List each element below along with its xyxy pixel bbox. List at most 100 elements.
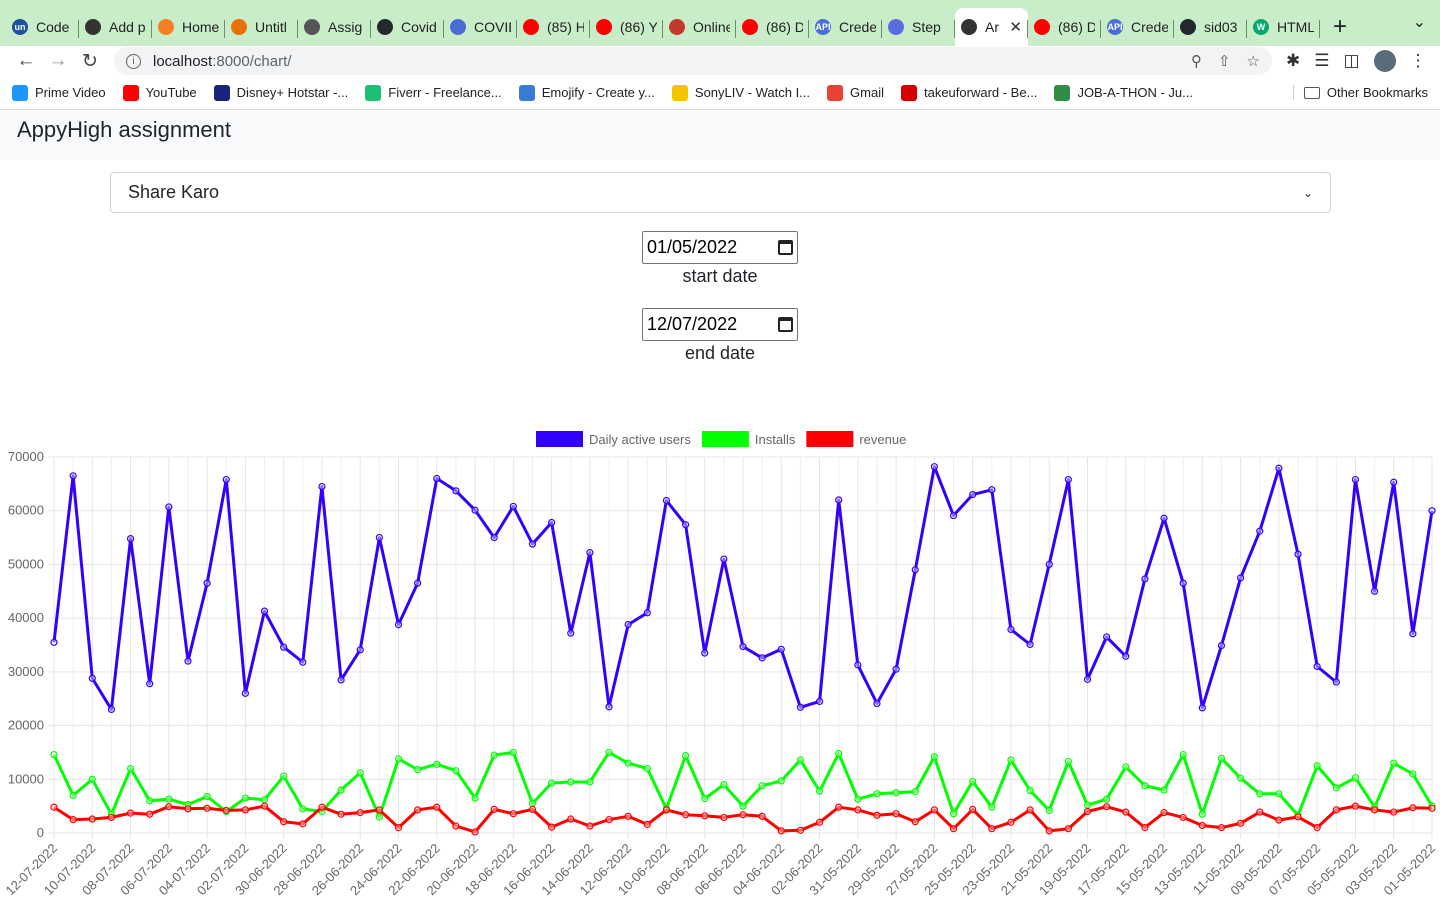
bookmark-favicon-icon xyxy=(365,84,382,101)
menu-icon[interactable]: ⋮ xyxy=(1409,51,1427,70)
zoom-icon[interactable]: ⚲ xyxy=(1190,53,1202,70)
data-point xyxy=(758,654,766,662)
back-icon[interactable]: ← xyxy=(16,50,36,71)
bookmark-favicon-icon xyxy=(213,84,230,101)
side-panel-icon[interactable]: ◫ xyxy=(1343,51,1360,70)
data-point xyxy=(1007,818,1015,826)
data-point xyxy=(1237,574,1245,582)
data-point xyxy=(777,827,785,835)
other-bookmarks[interactable]: Other Bookmarks xyxy=(1292,85,1428,100)
data-point xyxy=(318,803,326,811)
data-point xyxy=(1409,804,1417,812)
tab-11[interactable]: API Crede xyxy=(809,8,882,46)
data-point xyxy=(1256,527,1264,535)
tab-10[interactable]: (86) D xyxy=(736,8,809,46)
bookmark-4[interactable]: Emojify - Create y... xyxy=(518,84,655,101)
app-select[interactable]: Share Karo ⌄ xyxy=(110,172,1331,213)
tab-7[interactable]: (85) H xyxy=(517,8,590,46)
profile-avatar[interactable] xyxy=(1373,50,1396,72)
y-tick-label: 30000 xyxy=(8,664,44,679)
tab-title: Crede xyxy=(1131,19,1168,35)
tab-8[interactable]: (86) Y xyxy=(590,8,663,46)
tab-title: (85) H xyxy=(547,19,584,35)
data-point xyxy=(1313,762,1321,770)
tab-favicon-icon xyxy=(888,19,904,35)
tab-6[interactable]: COVIE xyxy=(444,8,517,46)
data-point xyxy=(337,810,345,818)
tab-3[interactable]: Untitl xyxy=(225,8,298,46)
tab-16[interactable]: sid03 xyxy=(1174,8,1247,46)
tab-2[interactable]: Home xyxy=(152,8,225,46)
new-tab-button[interactable]: + xyxy=(1332,13,1347,40)
data-point xyxy=(490,805,498,813)
url-host: localhost xyxy=(153,52,213,70)
data-point xyxy=(1351,475,1360,484)
start-date-input[interactable]: 01/05/2022 xyxy=(642,231,798,264)
data-point xyxy=(1045,827,1053,835)
data-point xyxy=(1198,810,1206,818)
bookmark-7[interactable]: takeuforward - Be... xyxy=(900,84,1037,101)
data-point xyxy=(758,782,766,790)
tab-title: Untitl xyxy=(255,19,287,35)
extensions-icon[interactable]: ✱ xyxy=(1286,51,1301,70)
data-point xyxy=(1083,801,1092,809)
bookmark-6[interactable]: Gmail xyxy=(827,84,884,101)
bookmark-star-icon[interactable]: ☆ xyxy=(1246,53,1260,70)
tab-9[interactable]: Online xyxy=(663,8,736,46)
tab-13[interactable]: Ar ✕ xyxy=(955,8,1028,46)
data-point xyxy=(375,813,383,821)
tab-favicon-icon xyxy=(231,19,247,35)
data-point xyxy=(949,810,958,818)
legend-label: Daily active users xyxy=(589,432,691,447)
data-point xyxy=(1179,813,1187,822)
tab-4[interactable]: Assig xyxy=(298,8,371,46)
data-point xyxy=(1332,806,1340,814)
bookmark-3[interactable]: Fiverr - Freelance... xyxy=(365,84,502,101)
data-point xyxy=(586,778,594,786)
tab-title: Home xyxy=(182,19,219,35)
tab-0[interactable]: un Code xyxy=(6,8,79,46)
tab-12[interactable]: Step xyxy=(882,8,955,46)
tab-title: sid03 xyxy=(1204,19,1238,35)
data-point xyxy=(1409,630,1417,638)
close-tab-icon[interactable]: ✕ xyxy=(1009,19,1022,36)
data-point xyxy=(567,629,575,637)
data-point xyxy=(184,805,192,813)
bookmark-0[interactable]: Prime Video xyxy=(12,84,106,101)
bookmark-favicon-icon xyxy=(518,84,535,101)
media-icon[interactable]: ☰ xyxy=(1314,51,1330,70)
data-point xyxy=(126,535,135,543)
address-bar[interactable]: i localhost:8000/chart/ ⚲ ⇧ ☆ xyxy=(114,47,1272,75)
data-point xyxy=(88,674,96,682)
data-point xyxy=(1351,774,1360,782)
tab-17[interactable]: W HTML xyxy=(1247,8,1320,46)
bookmark-2[interactable]: Disney+ Hotstar -... xyxy=(213,84,348,101)
data-point xyxy=(452,822,460,830)
data-point xyxy=(796,703,805,711)
data-point xyxy=(241,689,249,697)
tab-14[interactable]: (86) D xyxy=(1028,8,1101,46)
site-info-icon[interactable]: i xyxy=(126,53,141,69)
tab-favicon-icon xyxy=(742,19,758,35)
data-point xyxy=(203,792,211,801)
forward-icon[interactable]: → xyxy=(48,50,68,71)
tab-title: Step xyxy=(912,19,941,35)
share-icon[interactable]: ⇧ xyxy=(1217,53,1231,70)
reload-icon[interactable]: ↻ xyxy=(82,50,98,72)
data-point xyxy=(969,491,977,499)
data-point xyxy=(1313,824,1321,832)
tab-favicon-icon: un xyxy=(12,19,28,35)
calendar-icon[interactable] xyxy=(778,240,793,255)
tab-1[interactable]: Add p xyxy=(79,8,152,46)
bookmark-8[interactable]: JOB-A-THON - Ju... xyxy=(1054,84,1193,101)
data-point xyxy=(796,826,805,834)
tab-15[interactable]: API Crede xyxy=(1101,8,1174,46)
tab-search-icon[interactable]: ⌄ xyxy=(1412,14,1426,31)
tab-5[interactable]: Covid xyxy=(371,8,444,46)
calendar-icon[interactable] xyxy=(778,317,793,332)
bookmark-1[interactable]: YouTube xyxy=(122,84,197,101)
data-point xyxy=(1428,507,1436,515)
bookmark-5[interactable]: SonyLIV - Watch I... xyxy=(671,84,810,101)
end-date-input[interactable]: 12/07/2022 xyxy=(642,308,798,341)
